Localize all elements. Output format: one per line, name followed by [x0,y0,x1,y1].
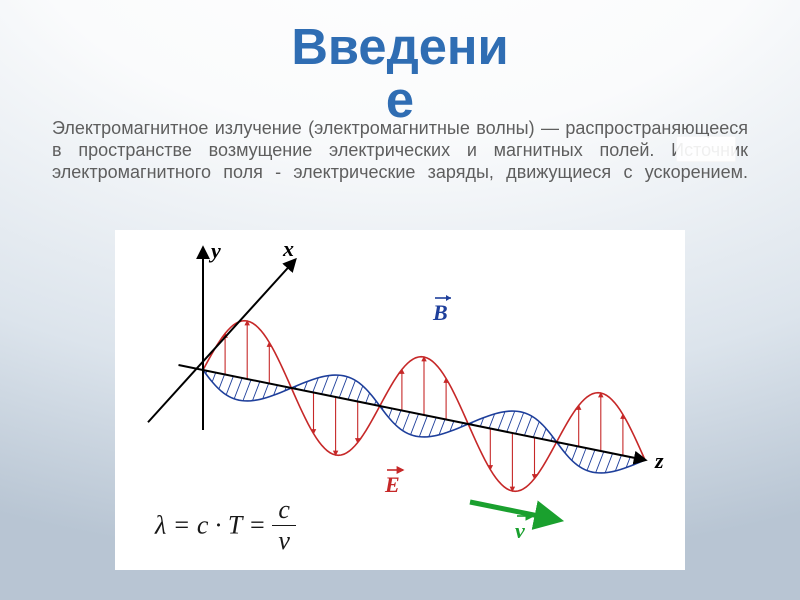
svg-text:E: E [384,472,400,497]
title-line1: Введени [291,18,508,75]
paragraph-text: Электромагнитное излучение (электромагни… [52,118,748,182]
svg-text:x: x [282,236,294,261]
intro-paragraph: Электромагнитное излучение (электромагни… [52,118,748,184]
sym-dot: · [215,510,222,539]
text-occlusion-box [676,136,736,162]
svg-text:y: y [208,238,221,263]
em-wave-diagram: y x z B Ev λ = c · T = c ν [115,230,685,570]
sym-c: c [197,510,209,539]
sym-eq1: = [173,510,191,539]
frac-num: c [272,497,296,526]
sym-T: T [228,510,242,539]
svg-text:v: v [515,518,525,543]
frac-den: ν [272,526,296,554]
wavelength-formula: λ = c · T = c ν [155,499,296,556]
svg-text:B: B [432,300,448,325]
sym-eq2: = [248,510,266,539]
svg-text:z: z [654,448,664,473]
fraction: c ν [272,497,296,554]
sym-lambda: λ [155,510,166,539]
